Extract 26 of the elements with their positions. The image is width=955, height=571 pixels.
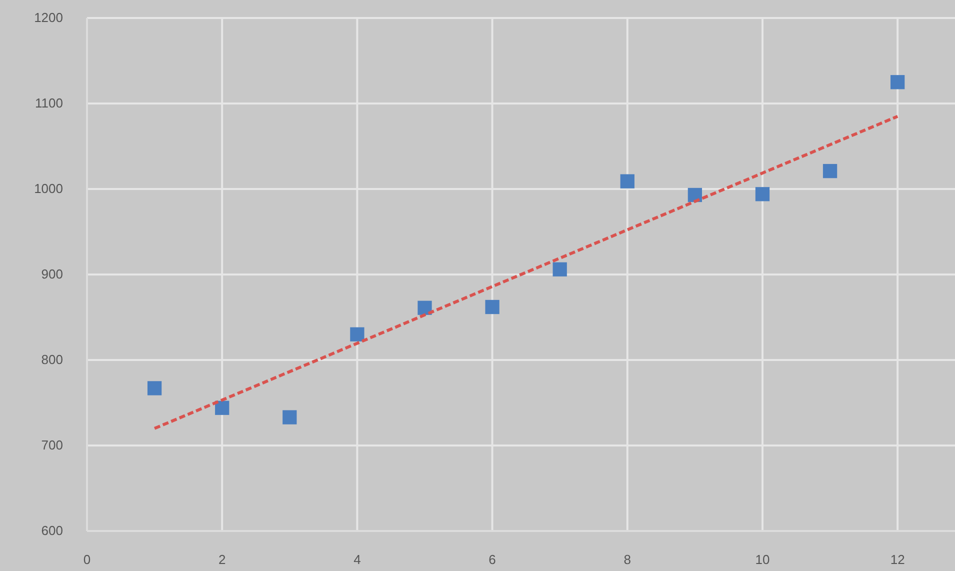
y-tick-label: 1200 [34, 10, 63, 26]
y-tick-label: 1100 [35, 96, 63, 111]
point [485, 300, 500, 314]
point [350, 327, 364, 342]
x-tick-label: 12 [890, 552, 905, 568]
point [890, 75, 905, 90]
y-tick-label: 800 [41, 352, 63, 368]
x-tick-label: 6 [488, 552, 496, 568]
point [215, 400, 230, 415]
x-tick-label: 10 [755, 552, 770, 568]
point [552, 262, 567, 276]
y-tick-label: 600 [41, 523, 63, 538]
y-tick-label: 900 [41, 266, 63, 282]
x-tick-label: 2 [218, 552, 226, 568]
point [282, 410, 297, 424]
y-tick-label: 700 [41, 438, 63, 453]
x-tick-label: 4 [354, 552, 361, 568]
y-tick-label: 1000 [34, 181, 63, 196]
point [418, 300, 432, 315]
point [688, 188, 702, 202]
x-tick-label: 8 [624, 552, 632, 568]
point [620, 174, 634, 188]
x-tick-label: 0 [83, 552, 91, 568]
point [822, 164, 838, 178]
point [755, 187, 770, 202]
point [147, 381, 162, 396]
